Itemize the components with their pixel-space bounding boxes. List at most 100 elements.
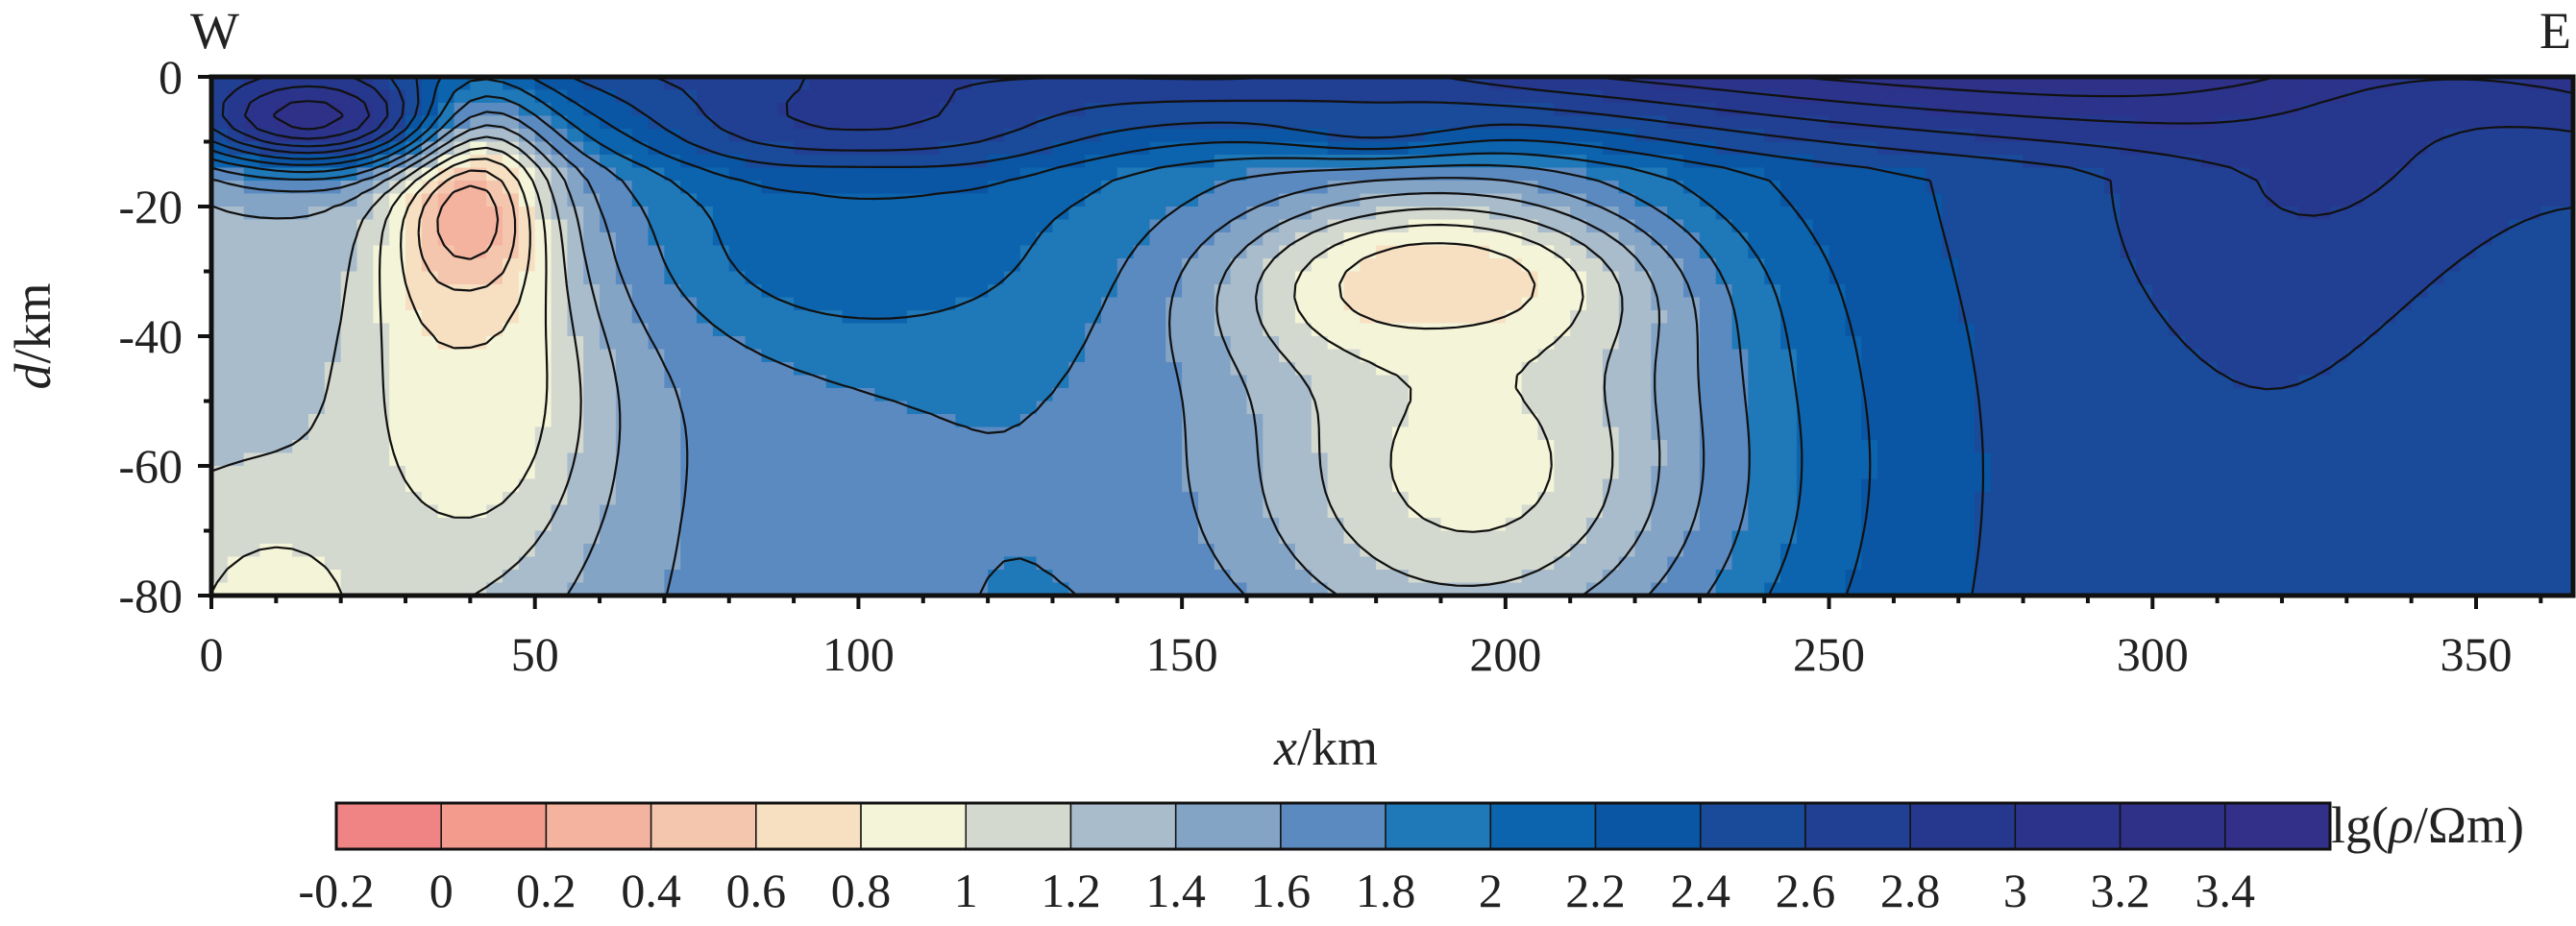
heatmap-cell — [1036, 284, 1054, 299]
heatmap-cell — [1133, 271, 1151, 285]
heatmap-cell — [680, 426, 698, 441]
heatmap-cell — [2346, 452, 2364, 467]
heatmap-cell — [2330, 258, 2348, 273]
heatmap-cell — [1279, 77, 1296, 91]
heatmap-cell — [243, 466, 261, 480]
heatmap-cell — [2394, 207, 2413, 221]
heatmap-cell — [2136, 452, 2154, 467]
heatmap-cell — [1828, 129, 1847, 143]
heatmap-cell — [1667, 193, 1684, 207]
heatmap-cell — [2508, 349, 2526, 363]
heatmap-cell — [1440, 167, 1459, 182]
heatmap-cell — [680, 375, 698, 389]
heatmap-cell — [1796, 297, 1814, 311]
heatmap-cell — [697, 232, 714, 247]
heatmap-cell — [421, 336, 439, 351]
heatmap-cell — [1019, 401, 1038, 415]
heatmap-cell — [2557, 504, 2573, 519]
heatmap-cell — [1748, 401, 1766, 415]
heatmap-cell — [600, 258, 617, 273]
heatmap-cell — [1003, 362, 1021, 377]
heatmap-cell — [2540, 388, 2558, 402]
heatmap-cell — [1780, 258, 1798, 273]
heatmap-cell — [809, 103, 827, 117]
heatmap-cell — [2184, 401, 2202, 415]
heatmap-cell — [906, 103, 924, 117]
heatmap-cell — [259, 284, 278, 299]
heatmap-cell — [1489, 440, 1507, 454]
heatmap-cell — [2524, 466, 2542, 480]
heatmap-cell — [906, 77, 924, 91]
heatmap-cell — [1845, 492, 1863, 506]
heatmap-cell — [1165, 478, 1183, 493]
heatmap-cell — [2023, 440, 2041, 454]
heatmap-cell — [1165, 336, 1183, 351]
heatmap-cell — [2394, 89, 2413, 104]
heatmap-cell — [1570, 207, 1587, 221]
heatmap-cell — [615, 336, 633, 351]
heatmap-cell — [2557, 323, 2573, 337]
heatmap-cell — [891, 336, 908, 351]
heatmap-cell — [2266, 129, 2283, 143]
heatmap-cell — [1408, 452, 1426, 467]
heatmap-cell — [1683, 167, 1701, 182]
heatmap-cell — [405, 375, 423, 389]
heatmap-cell — [794, 284, 811, 299]
heatmap-cell — [1440, 115, 1459, 130]
heatmap-cell — [891, 89, 908, 104]
heatmap-cell — [1521, 89, 1539, 104]
heatmap-cell — [1068, 336, 1086, 351]
heatmap-cell — [1182, 207, 1199, 221]
heatmap-cell — [2233, 232, 2251, 247]
heatmap-cell — [2346, 181, 2364, 195]
heatmap-cell — [615, 141, 633, 156]
heatmap-cell — [292, 336, 309, 351]
heatmap-cell — [1731, 375, 1750, 389]
heatmap-cell — [2103, 414, 2122, 428]
heatmap-cell — [1230, 297, 1248, 311]
heatmap-cell — [2508, 414, 2526, 428]
heatmap-cell — [1570, 77, 1587, 91]
heatmap-cell — [2475, 181, 2493, 195]
heatmap-cell — [1197, 167, 1215, 182]
heatmap-cell — [2491, 193, 2510, 207]
heatmap-cell — [1602, 129, 1620, 143]
heatmap-cell — [292, 375, 309, 389]
heatmap-cell — [373, 141, 390, 156]
heatmap-cell — [1537, 141, 1556, 156]
heatmap-cell — [2169, 141, 2186, 156]
heatmap-cell — [2233, 129, 2251, 143]
heatmap-cell — [2330, 297, 2348, 311]
heatmap-cell — [2363, 388, 2380, 402]
heatmap-cell — [1343, 440, 1362, 454]
heatmap-cell — [2120, 478, 2138, 493]
heatmap-cell — [1263, 232, 1280, 247]
heatmap-cell — [2330, 181, 2348, 195]
heatmap-cell — [631, 375, 650, 389]
heatmap-cell — [1861, 349, 1878, 363]
heatmap-cell — [988, 155, 1005, 169]
heatmap-cell — [1182, 362, 1199, 377]
heatmap-cell — [2249, 155, 2267, 169]
heatmap-cell — [874, 167, 892, 182]
heatmap-cell — [2169, 167, 2186, 182]
heatmap-cell — [2023, 492, 2041, 506]
heatmap-cell — [988, 271, 1005, 285]
heatmap-cell — [2087, 426, 2105, 441]
heatmap-cell — [615, 478, 633, 493]
heatmap-cell — [1100, 141, 1118, 156]
heatmap-cell — [1149, 115, 1167, 130]
heatmap-cell — [712, 245, 730, 259]
heatmap-cell — [2006, 181, 2024, 195]
heatmap-cell — [1019, 155, 1038, 169]
heatmap-cell — [551, 401, 569, 415]
heatmap-cell — [1764, 466, 1781, 480]
heatmap-cell — [745, 219, 763, 233]
heatmap-cell — [2540, 193, 2558, 207]
heatmap-cell — [259, 89, 278, 104]
heatmap-cell — [486, 258, 503, 273]
heatmap-cell — [648, 284, 666, 299]
heatmap-cell — [1699, 504, 1717, 519]
heatmap-cell — [1182, 271, 1199, 285]
heatmap-cell — [1424, 141, 1442, 156]
